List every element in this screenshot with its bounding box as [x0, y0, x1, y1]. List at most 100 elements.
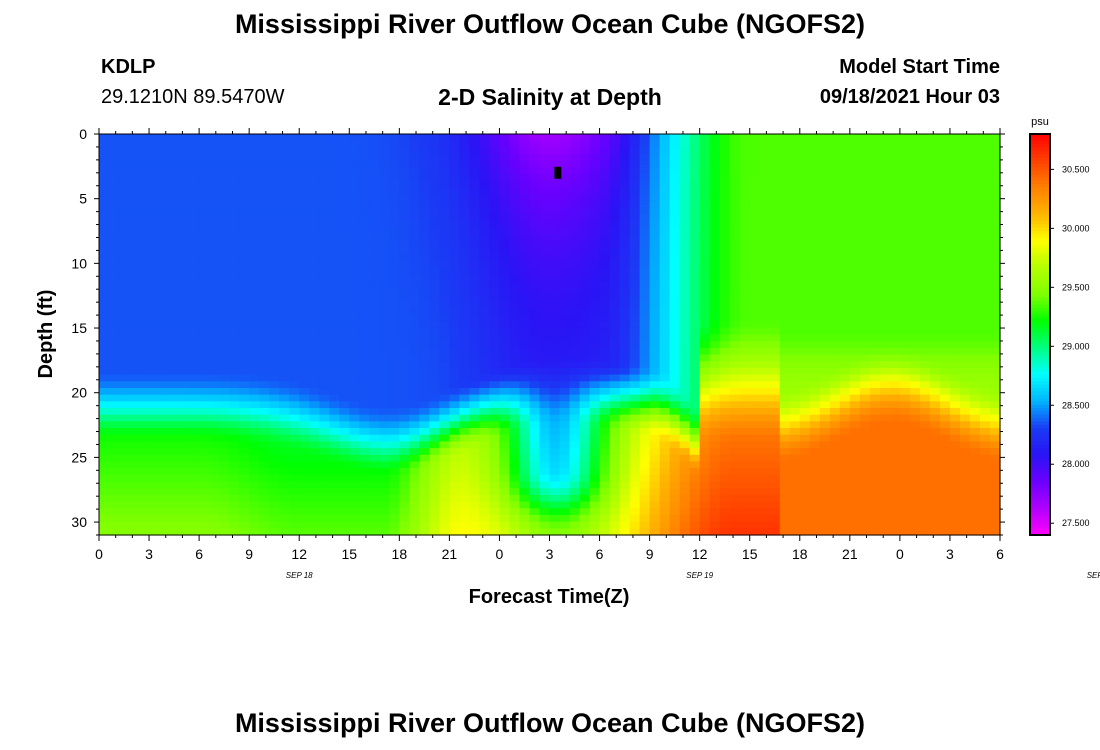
heatmap-cell	[449, 341, 460, 349]
heatmap-cell	[539, 488, 551, 496]
heatmap-cell	[419, 494, 430, 503]
heatmap-cell	[559, 421, 571, 429]
heatmap-cell	[119, 394, 130, 402]
heatmap-cell	[209, 134, 220, 142]
heatmap-cell	[409, 167, 420, 175]
heatmap-cell	[619, 240, 631, 249]
heatmap-cell	[319, 428, 330, 436]
heatmap-cell	[819, 207, 831, 215]
heatmap-cell	[489, 367, 501, 376]
heatmap-cell	[449, 481, 460, 489]
heatmap-cell	[789, 134, 801, 142]
heatmap-cell	[149, 461, 160, 469]
heatmap-cell	[119, 200, 130, 209]
heatmap-cell	[819, 367, 831, 376]
heatmap-cell	[459, 361, 471, 369]
heatmap-cell	[149, 234, 160, 242]
heatmap-cell	[669, 381, 681, 389]
heatmap-cell	[779, 454, 791, 463]
heatmap-cell	[269, 387, 280, 396]
heatmap-cell	[859, 401, 871, 409]
heatmap-cell	[429, 227, 440, 235]
heatmap-cell	[349, 414, 360, 422]
heatmap-cell	[519, 267, 531, 275]
heatmap-cell	[509, 361, 521, 369]
heatmap-cell	[399, 314, 410, 322]
heatmap-cell	[789, 461, 801, 469]
heatmap-cell	[759, 207, 771, 215]
heatmap-cell	[629, 247, 641, 255]
heatmap-cell	[849, 394, 861, 402]
heatmap-cell	[609, 374, 621, 382]
heatmap-cell	[789, 200, 801, 209]
heatmap-cell	[949, 274, 961, 282]
heatmap-cell	[199, 454, 210, 463]
heatmap-cell	[109, 461, 120, 469]
heatmap-cell	[729, 401, 741, 409]
heatmap-cell	[879, 147, 891, 155]
heatmap-cell	[349, 434, 360, 443]
heatmap-cell	[449, 327, 460, 336]
heatmap-cell	[719, 147, 731, 155]
heatmap-cell	[609, 381, 621, 389]
heatmap-cell	[579, 294, 591, 302]
heatmap-cell	[949, 227, 961, 235]
heatmap-cell	[489, 207, 501, 215]
heatmap-cell	[569, 234, 581, 242]
heatmap-cell	[449, 334, 460, 342]
heatmap-cell	[739, 361, 751, 369]
heatmap-cell	[429, 367, 440, 376]
heatmap-cell	[439, 474, 450, 483]
heatmap-cell	[209, 187, 220, 195]
heatmap-cell	[989, 488, 1001, 496]
heatmap-cell	[589, 267, 601, 275]
heatmap-cell	[939, 387, 951, 396]
heatmap-cell	[799, 454, 811, 463]
heatmap-cell	[619, 301, 631, 309]
heatmap-cell	[829, 227, 841, 235]
heatmap-cell	[359, 448, 370, 456]
heatmap-cell	[629, 408, 641, 416]
heatmap-cell	[899, 408, 911, 416]
heatmap-cell	[209, 441, 220, 449]
heatmap-cell	[199, 194, 210, 202]
heatmap-cell	[919, 147, 931, 155]
heatmap-cell	[529, 461, 541, 469]
heatmap-cell	[429, 381, 440, 389]
heatmap-cell	[299, 200, 310, 209]
heatmap-cell	[549, 154, 561, 162]
heatmap-cell	[799, 240, 811, 249]
heatmap-cell	[129, 347, 140, 356]
heatmap-cell	[229, 321, 240, 329]
heatmap-cell	[389, 334, 400, 342]
heatmap-cell	[269, 434, 280, 443]
heatmap-cell	[539, 434, 551, 443]
heatmap-cell	[689, 334, 701, 342]
heatmap-cell	[269, 381, 280, 389]
heatmap-cell	[329, 468, 340, 476]
heatmap-cell	[189, 421, 200, 429]
heatmap-cell	[289, 381, 300, 389]
heatmap-cell	[819, 240, 831, 249]
heatmap-cell	[419, 441, 430, 449]
heatmap-cell	[529, 414, 541, 422]
heatmap-cell	[789, 154, 801, 162]
heatmap-cell	[419, 287, 430, 295]
heatmap-cell	[969, 247, 981, 255]
heatmap-cell	[369, 287, 380, 295]
heatmap-cell	[909, 354, 921, 362]
heatmap-cell	[549, 147, 561, 155]
heatmap-cell	[419, 428, 430, 436]
heatmap-cell	[809, 167, 821, 175]
heatmap-cell	[569, 441, 581, 449]
heatmap-cell	[499, 260, 511, 269]
heatmap-cell	[759, 434, 771, 443]
heatmap-cell	[219, 494, 230, 503]
heatmap-cell	[969, 414, 981, 422]
heatmap-cell	[769, 347, 781, 356]
heatmap-cell	[459, 501, 471, 509]
heatmap-cell	[299, 154, 310, 162]
heatmap-cell	[139, 414, 150, 422]
heatmap-cell	[109, 481, 120, 489]
heatmap-cell	[159, 154, 170, 162]
